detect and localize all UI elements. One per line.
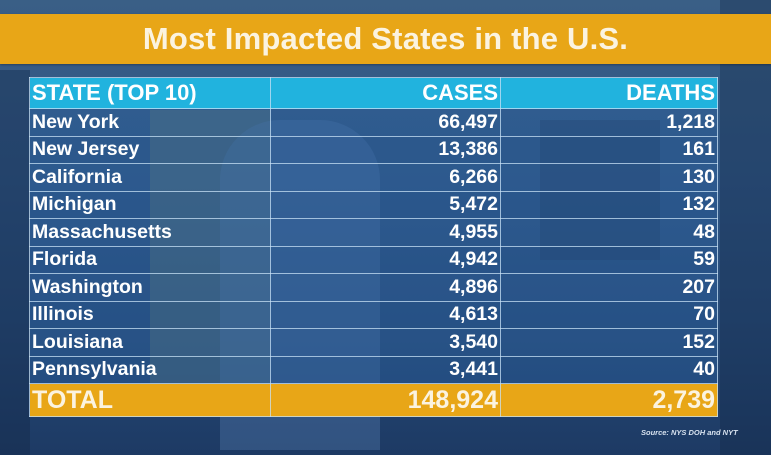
- page-title: Most Impacted States in the U.S.: [142, 21, 629, 56]
- table-row: Massachusetts 4,955 48: [29, 218, 718, 247]
- cases-cell: 4,955: [270, 218, 501, 247]
- table-header-row: STATE (TOP 10) CASES DEATHS: [29, 77, 718, 109]
- state-cell: New Jersey: [29, 135, 271, 164]
- cases-cell: 5,472: [270, 190, 501, 219]
- deaths-cell: 59: [500, 245, 718, 274]
- deaths-cell: 152: [500, 328, 718, 357]
- table-row: Louisiana 3,540 152: [29, 328, 718, 357]
- table-row: Washington 4,896 207: [29, 273, 718, 302]
- cases-cell: 66,497: [270, 108, 501, 137]
- table-row: Florida 4,942 59: [29, 245, 718, 274]
- deaths-cell: 132: [500, 190, 718, 219]
- header-deaths: DEATHS: [500, 77, 718, 109]
- state-cell: Florida: [29, 245, 271, 274]
- state-cell: California: [29, 163, 271, 192]
- cases-cell: 4,942: [270, 245, 501, 274]
- state-cell: New York: [29, 108, 271, 137]
- table-row: California 6,266 130: [29, 163, 718, 192]
- cases-cell: 6,266: [270, 163, 501, 192]
- states-table: STATE (TOP 10) CASES DEATHS New York 66,4…: [29, 77, 718, 417]
- background-photo-region: [720, 0, 771, 455]
- deaths-cell: 207: [500, 273, 718, 302]
- deaths-cell: 70: [500, 300, 718, 329]
- deaths-cell: 1,218: [500, 108, 718, 137]
- total-deaths: 2,739: [500, 383, 718, 417]
- background-photo-region: [0, 70, 30, 455]
- deaths-cell: 161: [500, 135, 718, 164]
- header-cases: CASES: [270, 77, 501, 109]
- cases-cell: 4,896: [270, 273, 501, 302]
- state-cell: Louisiana: [29, 328, 271, 357]
- state-cell: Pennsylvania: [29, 355, 271, 384]
- table-row: Michigan 5,472 132: [29, 190, 718, 219]
- deaths-cell: 130: [500, 163, 718, 192]
- total-cases: 148,924: [270, 383, 501, 417]
- total-row: TOTAL 148,924 2,739: [29, 383, 718, 417]
- state-cell: Washington: [29, 273, 271, 302]
- table-row: Pennsylvania 3,441 40: [29, 355, 718, 384]
- state-cell: Massachusetts: [29, 218, 271, 247]
- deaths-cell: 40: [500, 355, 718, 384]
- total-label: TOTAL: [29, 383, 271, 417]
- cases-cell: 4,613: [270, 300, 501, 329]
- cases-cell: 13,386: [270, 135, 501, 164]
- state-cell: Michigan: [29, 190, 271, 219]
- deaths-cell: 48: [500, 218, 718, 247]
- title-banner: Most Impacted States in the U.S.: [0, 14, 771, 64]
- cases-cell: 3,540: [270, 328, 501, 357]
- source-note: Source: NYS DOH and NYT: [641, 428, 738, 437]
- state-cell: Illinois: [29, 300, 271, 329]
- table-row: Illinois 4,613 70: [29, 300, 718, 329]
- header-state: STATE (TOP 10): [29, 77, 271, 109]
- cases-cell: 3,441: [270, 355, 501, 384]
- table-row: New Jersey 13,386 161: [29, 135, 718, 164]
- table-row: New York 66,497 1,218: [29, 108, 718, 137]
